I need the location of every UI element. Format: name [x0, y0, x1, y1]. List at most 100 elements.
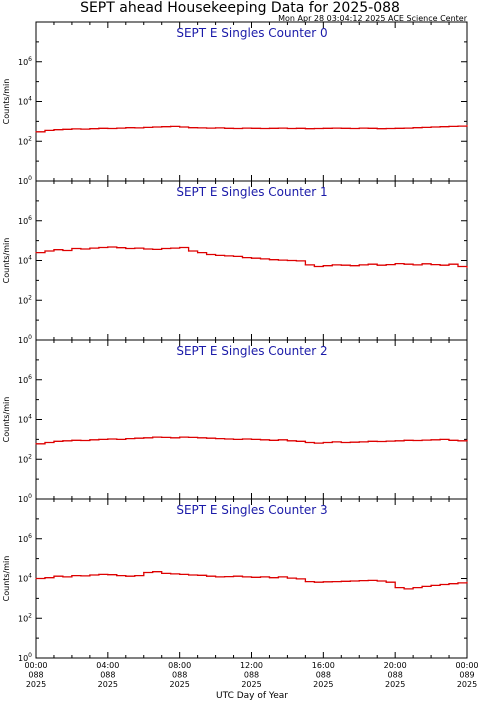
y-tick-label: 100	[18, 175, 32, 186]
data-point	[322, 441, 324, 444]
data-point	[53, 249, 55, 251]
data-point	[331, 264, 333, 266]
x-tick-label: 20:00	[384, 661, 407, 670]
panel-title: SEPT E Singles Counter 1	[176, 185, 327, 199]
data-point	[385, 127, 387, 130]
y-tick-label: 100	[18, 493, 32, 504]
y-axis-label: Counts/min	[2, 556, 11, 602]
data-point	[161, 247, 163, 250]
data-point	[71, 574, 73, 577]
data-point	[376, 580, 378, 582]
data-point	[89, 439, 91, 441]
x-tick-label: 088	[388, 671, 403, 680]
data-point	[466, 439, 468, 441]
x-tick-label: 2025	[313, 680, 333, 689]
data-point	[206, 575, 208, 577]
data-point	[116, 574, 118, 577]
data-point	[80, 248, 82, 250]
data-point	[340, 580, 342, 582]
data-point	[295, 127, 297, 129]
data-point	[125, 127, 127, 129]
data-point	[277, 259, 280, 261]
data-point	[394, 262, 396, 265]
data-point	[125, 437, 127, 440]
data-point	[295, 578, 297, 580]
x-tick-label: 2025	[457, 680, 477, 689]
x-axis-label: UTC Day of Year	[216, 691, 288, 701]
data-point	[268, 577, 271, 579]
data-point	[457, 440, 459, 442]
data-point	[394, 440, 396, 442]
data-point	[304, 441, 306, 444]
data-point	[188, 250, 190, 252]
data-point	[412, 439, 414, 442]
data-point	[71, 439, 73, 441]
data-point	[53, 575, 55, 577]
data-point	[241, 256, 244, 259]
data-point	[206, 127, 208, 129]
data-point	[313, 265, 315, 268]
data-point	[71, 247, 73, 250]
data-point	[421, 585, 423, 588]
data-point	[349, 580, 351, 582]
data-point	[116, 247, 118, 249]
data-point	[385, 264, 387, 266]
data-point	[430, 126, 432, 128]
data-point	[421, 439, 423, 441]
data-point	[349, 265, 351, 267]
data-point	[358, 127, 360, 129]
data-point	[286, 440, 289, 442]
y-tick-label: 102	[18, 135, 32, 146]
y-tick-label: 104	[18, 414, 32, 425]
data-point	[367, 440, 369, 442]
data-point	[448, 439, 450, 441]
data-point	[376, 440, 378, 443]
data-point	[170, 125, 172, 127]
data-point	[44, 250, 46, 252]
data-point	[125, 247, 127, 250]
data-point	[250, 257, 253, 259]
data-point	[367, 579, 369, 582]
data-point	[376, 128, 378, 130]
data-point	[152, 436, 154, 438]
data-point	[223, 438, 226, 440]
data-point	[322, 265, 324, 267]
data-point	[35, 443, 37, 445]
data-point	[143, 437, 145, 439]
x-tick-label: 00:00	[24, 661, 47, 670]
data-point	[313, 127, 315, 130]
data-point	[98, 246, 100, 249]
data-point	[340, 127, 342, 129]
y-tick-label: 100	[18, 652, 32, 663]
figure-title: SEPT ahead Housekeeping Data for 2025-08…	[80, 0, 400, 16]
data-point	[62, 249, 64, 252]
data-point	[62, 128, 64, 130]
data-point	[439, 583, 441, 586]
data-point	[179, 126, 181, 128]
data-point	[385, 581, 387, 583]
x-tick-label: 089	[459, 671, 474, 680]
data-point	[188, 436, 190, 439]
data-point	[197, 437, 199, 439]
data-point	[241, 127, 244, 129]
y-tick-label: 100	[18, 334, 32, 345]
data-point	[286, 127, 289, 130]
data-point	[412, 586, 414, 589]
data-point	[116, 127, 118, 129]
data-point	[35, 251, 37, 254]
data-point	[214, 437, 217, 440]
data-point	[35, 131, 37, 133]
panel-title: SEPT E Singles Counter 3	[176, 503, 327, 517]
panel-1: 100 102 104 106 Counts/min SEPT E Singles Cou…	[2, 180, 468, 345]
data-point	[268, 127, 271, 129]
data-point	[259, 127, 262, 130]
data-point	[80, 575, 82, 577]
data-point	[134, 574, 136, 577]
data-point	[170, 437, 172, 439]
data-point	[376, 264, 378, 266]
y-tick-label: 106	[18, 56, 32, 67]
data-point	[430, 584, 432, 586]
data-point	[107, 127, 109, 130]
